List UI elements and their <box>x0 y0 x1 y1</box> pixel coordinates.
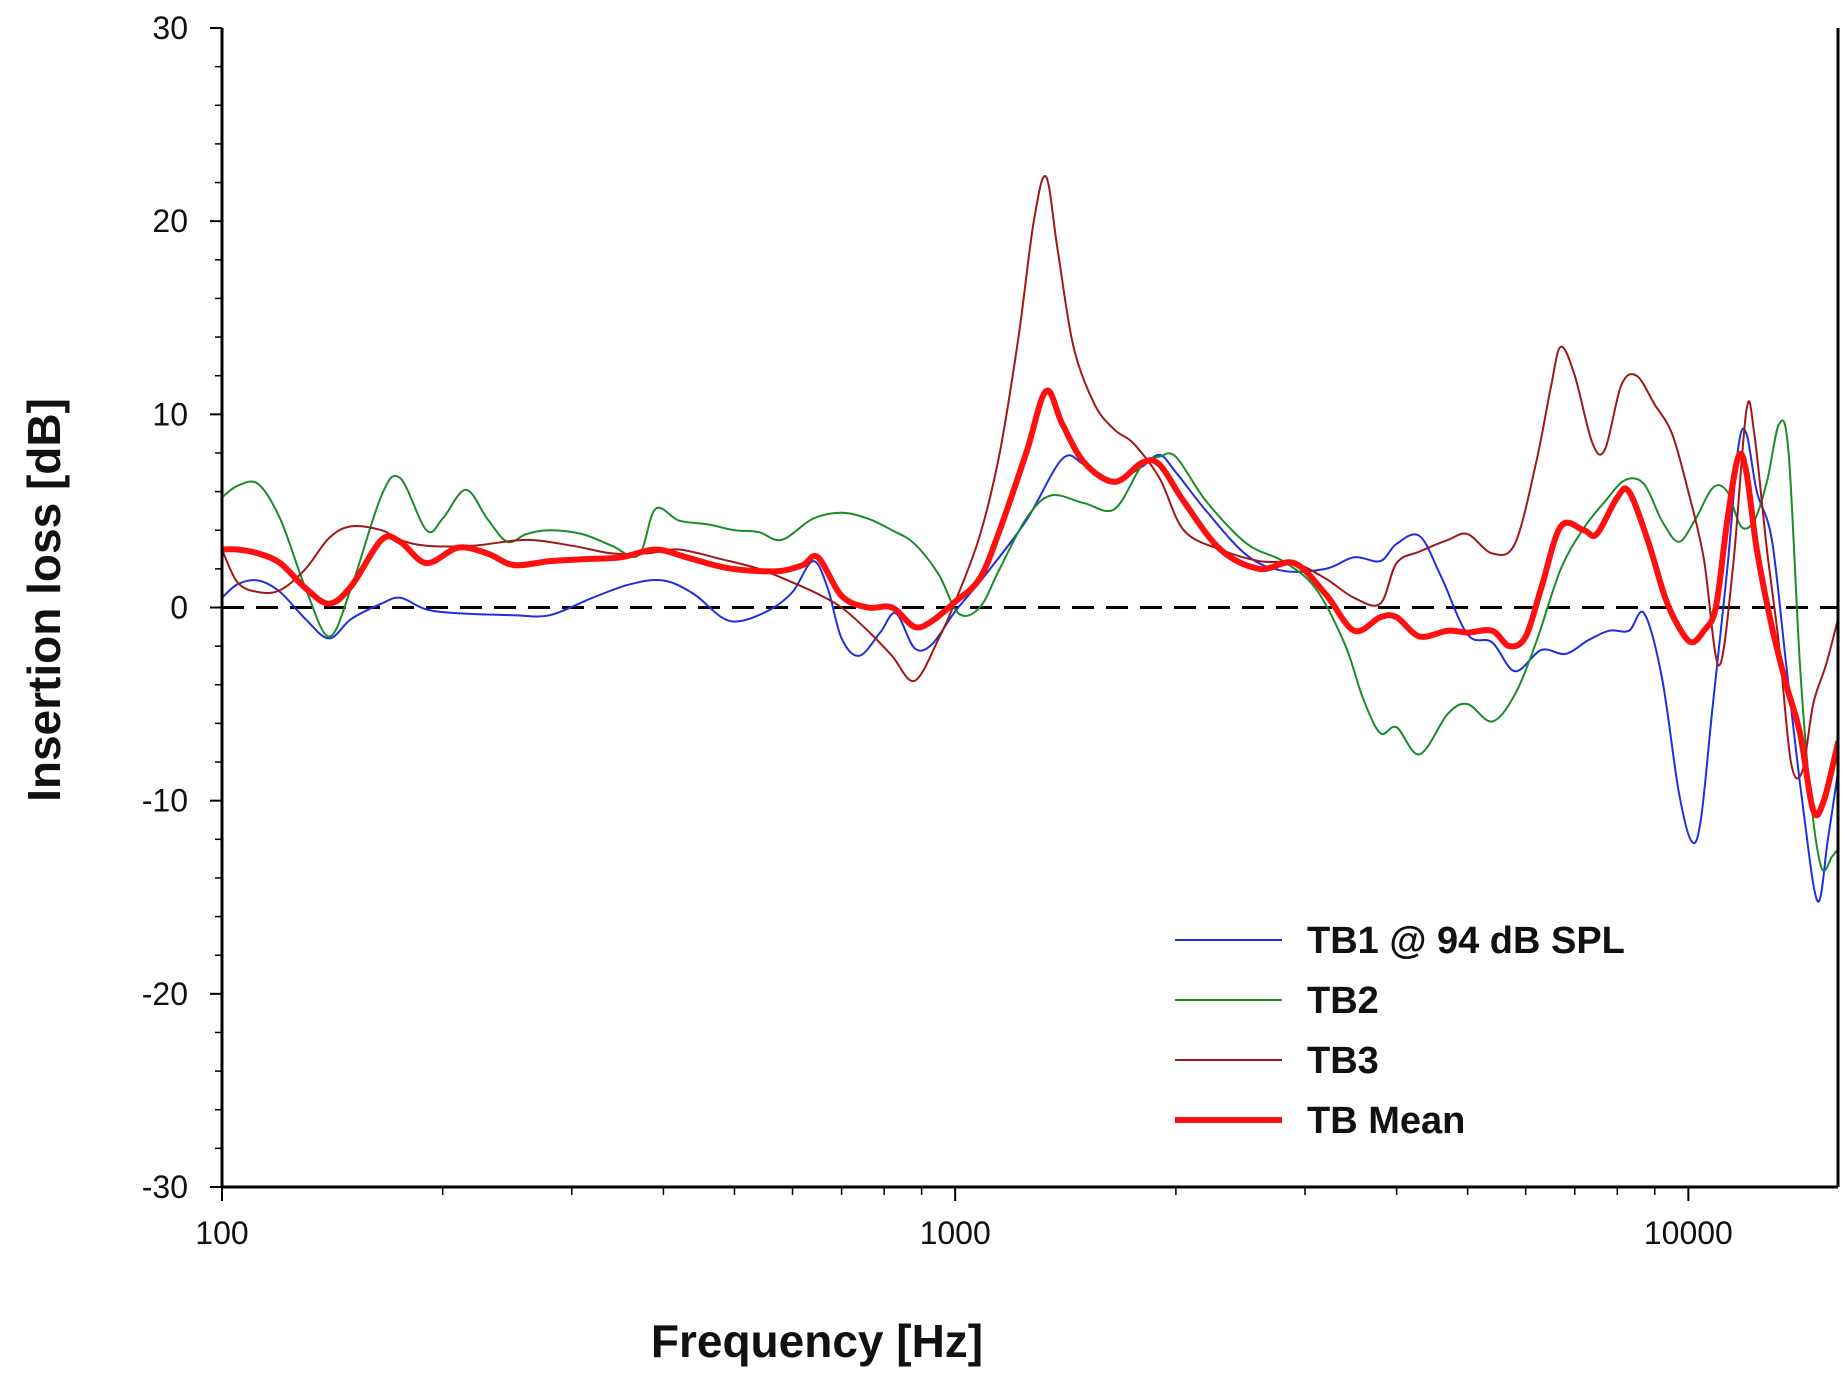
plot-area: -30 -20 -10 0 10 20 30 100 1000 10000 <box>142 10 1840 1251</box>
x-tick-label: 100 <box>195 1215 248 1251</box>
y-tick-label: 0 <box>170 590 188 626</box>
legend-label-tb2: TB2 <box>1307 980 1379 1022</box>
x-tick-label: 10000 <box>1644 1215 1733 1251</box>
legend-label-tb3: TB3 <box>1307 1040 1379 1082</box>
legend-label-tb-mean: TB Mean <box>1307 1100 1465 1142</box>
y-tick-label: 10 <box>152 396 188 432</box>
y-tick-label: 20 <box>152 203 188 239</box>
legend-label-tb1-94-db-spl: TB1 @ 94 dB SPL <box>1307 920 1625 962</box>
y-tick-label: -20 <box>142 976 188 1012</box>
series-layer <box>222 175 1838 903</box>
y-tick-label: -10 <box>142 783 188 819</box>
series-line-tb3 <box>222 175 1838 780</box>
y-tick-label: 30 <box>152 10 188 46</box>
series-line-tb1-94-db-spl <box>222 427 1838 903</box>
tick-marks <box>210 27 1690 1201</box>
tick-labels: -30 -20 -10 0 10 20 30 100 1000 10000 <box>142 10 1733 1251</box>
series-line-tb-mean <box>222 387 1838 819</box>
series-line-tb2 <box>222 419 1838 872</box>
x-axis-title: Frequency [Hz] <box>651 1315 983 1367</box>
legend: TB1 @ 94 dB SPL TB2 TB3 TB Mean <box>1175 920 1625 1142</box>
y-axis-title: Insertion loss [dB] <box>18 398 70 802</box>
y-tick-label: -30 <box>142 1169 188 1205</box>
x-tick-label: 1000 <box>920 1215 991 1251</box>
